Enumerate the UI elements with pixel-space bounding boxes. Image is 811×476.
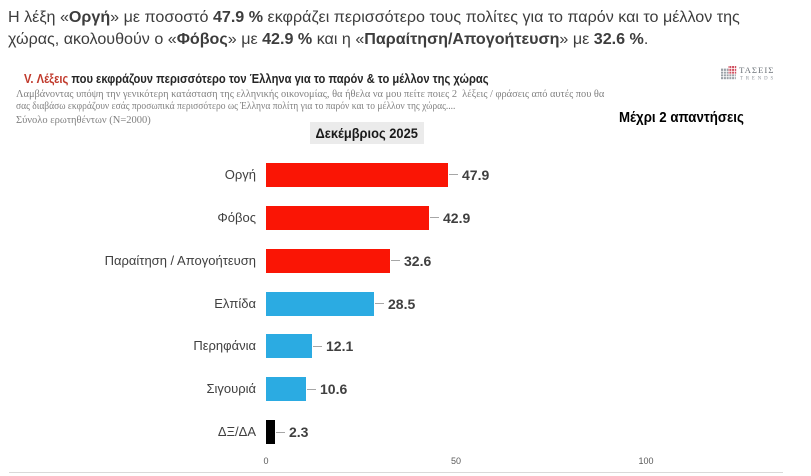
svg-text:ΤΑΣΕΙΣ: ΤΑΣΕΙΣ [739,66,774,75]
svg-text:TRENDS: TRENDS [740,77,776,82]
